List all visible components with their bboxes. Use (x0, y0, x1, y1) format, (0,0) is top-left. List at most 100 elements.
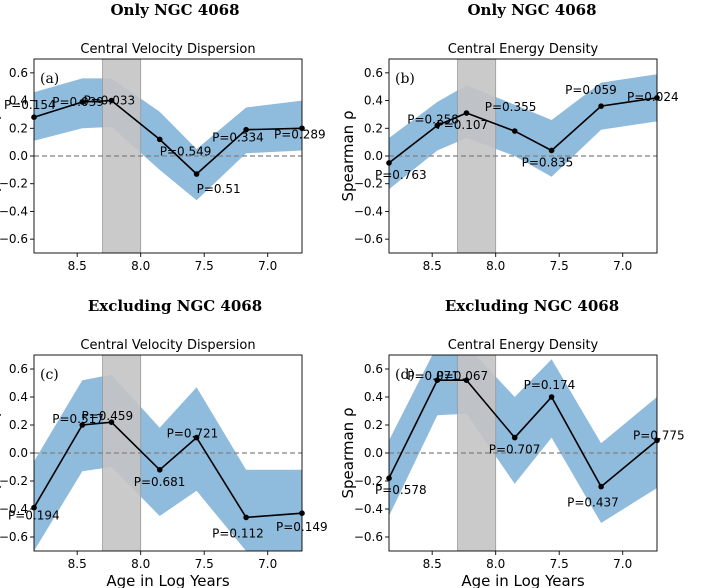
y-tick-label: 0.6 (364, 362, 383, 376)
panel-suptitle: Only NGC 4068 (110, 1, 239, 19)
p-value-label: P=0.549 (160, 144, 212, 158)
p-value-label: P=0.039 (52, 95, 104, 109)
p-value-label: P=0.059 (565, 83, 617, 97)
x-tick-label: 8.5 (68, 259, 87, 273)
p-value-label: P=0.154 (4, 98, 56, 112)
p-value-label: P=0.437 (567, 496, 619, 510)
panel-title: Central Energy Density (448, 338, 599, 353)
data-point (108, 97, 115, 104)
y-tick-label: 0.0 (364, 149, 383, 163)
y-tick-label: 0.4 (9, 94, 28, 108)
data-point (79, 99, 86, 105)
y-tick-label: 0.2 (9, 121, 28, 135)
panel-suptitle: Excluding NGC 4068 (88, 297, 262, 315)
plot-area (34, 355, 302, 551)
y-tick-label: −0.2 (354, 474, 383, 488)
y-tick-label: 0.6 (9, 362, 28, 376)
data-point (434, 377, 441, 384)
panel-title: Central Velocity Dispersion (80, 338, 255, 353)
x-tick-label: 8.5 (423, 557, 442, 571)
p-value-label: P=0.721 (167, 427, 219, 441)
data-point (548, 147, 555, 154)
y-tick-label: 0.6 (364, 66, 383, 80)
x-tick-label: 7.5 (195, 259, 214, 273)
panel-title: Central Energy Density (448, 42, 599, 57)
data-point (243, 514, 249, 521)
y-tick-label: 0.2 (9, 418, 28, 432)
p-value-label: P=0.112 (212, 526, 264, 540)
y-tick-label: −0.6 (354, 232, 383, 246)
p-value-label: P=0.107 (436, 118, 488, 132)
y-tick-label: 0.4 (364, 94, 383, 108)
data-point (243, 126, 249, 133)
y-tick-label: 0.0 (364, 446, 383, 460)
y-tick-label: 0.2 (364, 121, 383, 135)
x-tick-label: 7.0 (613, 259, 632, 273)
panel-letter: (a) (40, 71, 59, 87)
panel-letter: (c) (40, 367, 59, 383)
x-tick-label: 8.0 (131, 557, 150, 571)
x-tick-label: 7.0 (258, 259, 277, 273)
p-value-label: P=0.174 (524, 378, 576, 392)
p-value-label: P=0.033 (83, 94, 135, 108)
p-value-label: P=0.289 (274, 127, 326, 141)
data-point (193, 434, 200, 441)
panel-letter: (b) (395, 71, 415, 87)
p-value-label: P=0.578 (375, 483, 427, 497)
y-tick-label: −0.4 (0, 204, 28, 218)
x-tick-label: 7.5 (550, 259, 569, 273)
y-axis-label: Spearman ρ (0, 111, 2, 202)
y-tick-label: 0.4 (364, 390, 383, 404)
data-point (463, 110, 470, 116)
data-point (598, 483, 604, 490)
x-tick-label: 8.5 (68, 557, 87, 571)
p-value-label: P=0.071 (407, 369, 459, 383)
x-tick-label: 8.0 (486, 259, 505, 273)
y-axis-label: Spearman ρ (0, 408, 2, 499)
data-point (79, 422, 86, 428)
p-value-label: P=0.334 (212, 131, 264, 145)
data-point (463, 377, 470, 384)
data-point (598, 103, 604, 109)
y-tick-label: 0.2 (364, 418, 383, 432)
x-axis-label: Age in Log Years (461, 572, 585, 588)
data-point (156, 136, 163, 143)
x-tick-label: 8.5 (423, 259, 442, 273)
x-tick-label: 7.5 (550, 557, 569, 571)
confidence-band (389, 355, 657, 523)
confidence-band (34, 78, 302, 201)
y-tick-label: −0.2 (0, 474, 28, 488)
y-tick-label: 0.0 (9, 446, 28, 460)
x-axis-label: Age in Log Years (106, 572, 230, 588)
y-tick-label: −0.6 (0, 530, 28, 544)
y-axis-label: Spearman ρ (339, 408, 357, 499)
data-point (108, 419, 115, 426)
p-value-label: P=0.51 (197, 182, 241, 196)
panel-letter: (d) (395, 367, 415, 383)
p-value-label: P=0.024 (627, 90, 679, 104)
panel-suptitle: Only NGC 4068 (467, 1, 596, 19)
data-point (156, 467, 163, 473)
panel-title: Central Velocity Dispersion (80, 42, 255, 57)
p-value-label: P=0.258 (407, 113, 459, 127)
p-value-label: P=0.763 (375, 168, 427, 182)
confidence-band (389, 74, 657, 190)
y-tick-label: 0.6 (9, 66, 28, 80)
y-tick-label: −0.4 (354, 204, 383, 218)
p-value-label: P=0.459 (81, 409, 133, 423)
plot-area (389, 59, 657, 253)
p-value-label: P=0.835 (522, 155, 574, 169)
data-point (193, 171, 200, 177)
chart-panel-3: P=0.194P=0.517P=0.459P=0.681P=0.721P=0.1… (0, 297, 328, 588)
y-tick-label: −0.2 (354, 177, 383, 191)
x-tick-label: 7.5 (195, 557, 214, 571)
data-point (511, 434, 518, 441)
data-point (434, 122, 441, 129)
x-tick-label: 7.0 (613, 557, 632, 571)
y-tick-label: −0.6 (354, 530, 383, 544)
y-tick-label: −0.6 (0, 232, 28, 246)
x-tick-label: 8.0 (131, 259, 150, 273)
